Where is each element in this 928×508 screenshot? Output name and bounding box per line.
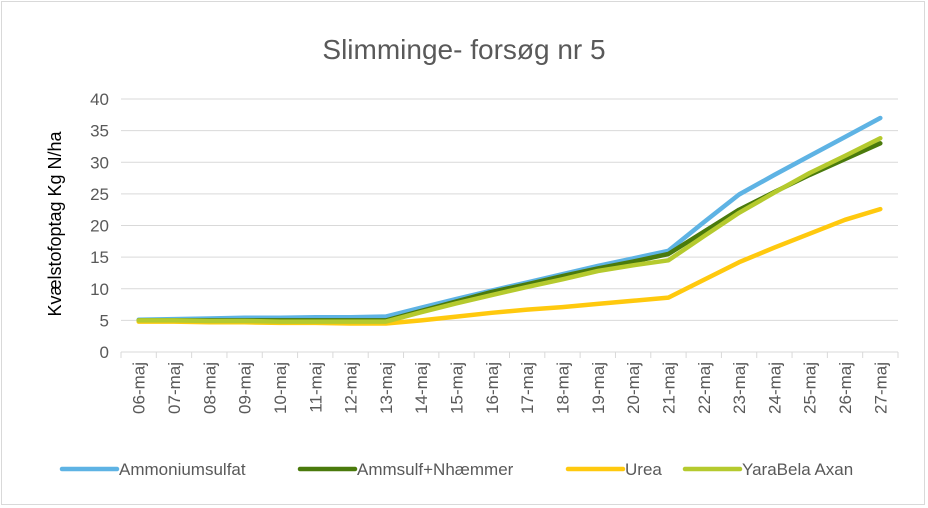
x-tick-label: 18-maj	[553, 362, 572, 414]
x-tick-label: 15-maj	[448, 362, 467, 414]
legend: Ammoniumsulfat Ammsulf+Nhæmmer Urea YaraBel…	[59, 460, 853, 479]
y-tick-label: 20	[90, 217, 109, 236]
y-tick-label: 15	[90, 248, 109, 267]
legend-label: Ammoniumsulfat	[119, 460, 246, 479]
y-tick-label: 30	[90, 153, 109, 172]
chart-title: Slimminge- forsøg nr 5	[322, 34, 605, 65]
x-tick-label: 26-maj	[836, 362, 855, 414]
x-tick-label: 23-maj	[730, 362, 749, 414]
x-tick-label: 10-maj	[271, 362, 290, 414]
x-tick-label: 07-maj	[165, 362, 184, 414]
series-line-1	[136, 141, 883, 323]
x-tick-label: 09-maj	[236, 362, 255, 414]
x-tick-label: 17-maj	[518, 362, 537, 414]
legend-label: YaraBela Axan	[742, 460, 853, 479]
x-tick-label: 24-maj	[765, 362, 784, 414]
x-tick-label: 14-maj	[412, 362, 431, 414]
y-axis-title: Kvælstofoptag Kg N/ha	[45, 130, 65, 316]
gridlines	[121, 98, 898, 321]
x-tick-label: 19-maj	[589, 362, 608, 414]
y-tick-label: 40	[90, 90, 109, 109]
x-tick-label: 13-maj	[377, 362, 396, 414]
series-line-2	[136, 206, 883, 326]
x-tick-label: 20-maj	[624, 362, 643, 414]
x-tick-label: 25-maj	[801, 362, 820, 414]
x-tick-label: 21-maj	[659, 362, 678, 414]
x-tick-label: 11-maj	[306, 362, 325, 413]
axes: 0 5 10 15 20 25 30 35 40 06-maj 07-maj 08-maj 09-maj…	[90, 90, 899, 414]
x-tick-label: 16-maj	[483, 362, 502, 414]
legend-label: Ammsulf+Nhæmmer	[357, 460, 514, 479]
series-lines	[136, 115, 883, 326]
x-tick-label: 06-maj	[130, 362, 149, 414]
y-tick-label: 10	[90, 280, 109, 299]
x-tick-label: 22-maj	[695, 362, 714, 414]
x-tick-label: 08-maj	[200, 362, 219, 414]
legend-label: Urea	[625, 460, 662, 479]
series-line-3	[136, 135, 883, 324]
x-tick-label: 12-maj	[342, 362, 361, 414]
y-tick-label: 0	[100, 343, 109, 362]
x-tick-label: 27-maj	[871, 362, 890, 414]
y-tick-label: 25	[90, 185, 109, 204]
y-tick-label: 5	[100, 311, 109, 330]
y-tick-label: 35	[90, 122, 109, 141]
